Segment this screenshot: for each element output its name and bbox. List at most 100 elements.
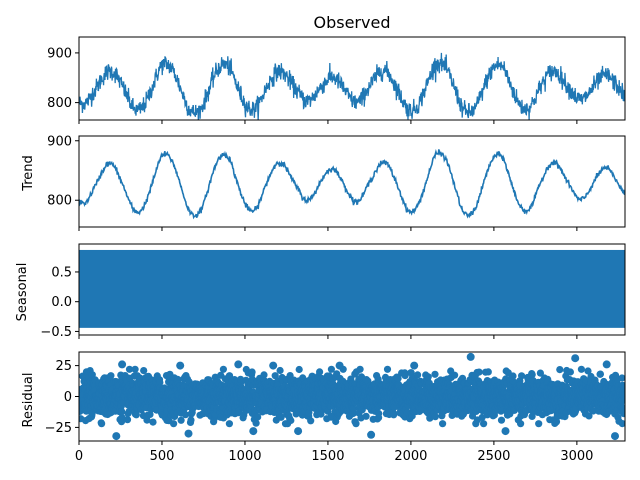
residual-point (349, 405, 358, 413)
residual-point (424, 373, 432, 381)
residual-point (140, 367, 148, 375)
residual-point (181, 411, 190, 419)
seasonal-ytick-label: −0.5 (40, 325, 72, 340)
residual-point (584, 367, 592, 375)
residual-point (480, 420, 488, 428)
residual-point (390, 411, 398, 419)
residual-point (132, 411, 140, 419)
residual-point (536, 369, 545, 377)
seasonal-ytick-label: 0.0 (51, 295, 72, 310)
residual-outlier-point (367, 430, 376, 439)
residual-point (478, 413, 486, 422)
residual-point (375, 409, 383, 418)
residual-point (327, 365, 335, 373)
residual-point (287, 416, 295, 425)
seasonal-ylabel: Seasonal (15, 263, 30, 322)
residual-point (277, 413, 285, 421)
xtick-label: 500 (150, 449, 175, 464)
residual-point (451, 371, 459, 379)
seasonal-series-band (79, 249, 625, 328)
residual-outlier-point (501, 427, 510, 436)
residual-outlier-point (335, 361, 344, 370)
residual-point (535, 420, 543, 428)
residual-outlier-point (249, 427, 258, 436)
observed-ytick-label: 800 (47, 96, 72, 111)
residual-point (316, 368, 324, 376)
residual-point (295, 365, 303, 374)
residual-point (149, 418, 157, 426)
trend-plot-area (79, 148, 625, 220)
xtick-label: 1000 (228, 449, 261, 464)
xtick-label: 1500 (311, 449, 344, 464)
residual-point (394, 374, 402, 383)
residual-point (118, 414, 126, 422)
trend-axes-frame (78, 135, 626, 228)
residual-point (431, 370, 439, 378)
residual-plot-area (79, 352, 625, 441)
seasonal-axes-frame (78, 243, 626, 336)
xtick-label: 3000 (560, 449, 593, 464)
residual-point (621, 396, 625, 404)
residual-point (352, 420, 360, 428)
residual-point (484, 368, 492, 376)
residual-point (414, 371, 422, 379)
residual-ytick-label: 25 (55, 359, 72, 374)
residual-point (620, 408, 625, 416)
residual-point (475, 368, 483, 376)
chart-title: Observed (314, 13, 391, 32)
seasonal-ytick-label: 0.5 (51, 265, 72, 280)
residual-outlier-point (611, 432, 619, 441)
residual-point (131, 365, 139, 373)
residual-point (518, 372, 526, 380)
observed-ytick-label: 900 (47, 46, 72, 61)
residual-outlier-point (234, 360, 243, 369)
residual-point (596, 370, 605, 378)
residual-point (356, 365, 364, 373)
residual-point (621, 388, 625, 397)
residual-outlier-point (269, 361, 278, 370)
residual-point (118, 408, 126, 416)
residual-point (577, 365, 586, 373)
trend-ytick-label: 900 (47, 134, 72, 149)
xtick-label: 2000 (394, 449, 427, 464)
residual-point (589, 407, 597, 415)
residual-point (225, 372, 234, 380)
residual-point (276, 366, 284, 375)
residual-point (123, 416, 132, 424)
residual-outlier-point (602, 360, 611, 369)
residual-point (509, 372, 517, 380)
xtick-label: 0 (75, 449, 83, 464)
trend-ytick-label: 800 (47, 194, 72, 209)
residual-point (618, 374, 625, 382)
residual-point (107, 372, 115, 380)
residual-point (566, 368, 575, 376)
residual-outlier-point (184, 429, 193, 438)
residual-outlier-point (118, 360, 127, 369)
seasonal-panel: Seasonal −0.5 0.0 0.5 (15, 243, 626, 340)
residual-outlier-point (410, 361, 419, 370)
residual-ylabel: Residual (21, 373, 36, 428)
residual-point (252, 419, 260, 427)
residual-outlier-point (466, 352, 475, 361)
residual-ytick-label: 0 (64, 390, 72, 405)
trend-series-line (79, 148, 625, 220)
residual-outlier-point (571, 354, 580, 363)
observed-series-line (79, 52, 625, 120)
residual-point (219, 365, 227, 373)
residual-point (254, 413, 262, 421)
residual-point (248, 368, 256, 376)
residual-point (517, 420, 525, 428)
trend-ylabel: Trend (21, 155, 36, 192)
residual-point (307, 417, 315, 425)
observed-panel: 800 900 (47, 36, 626, 124)
residual-point (431, 413, 439, 421)
residual-point (156, 379, 164, 387)
residual-outlier-point (112, 432, 121, 441)
residual-point (125, 365, 134, 373)
residual-point (187, 416, 195, 424)
residual-point (497, 416, 506, 424)
residual-point (177, 416, 185, 424)
residual-point (237, 375, 245, 383)
